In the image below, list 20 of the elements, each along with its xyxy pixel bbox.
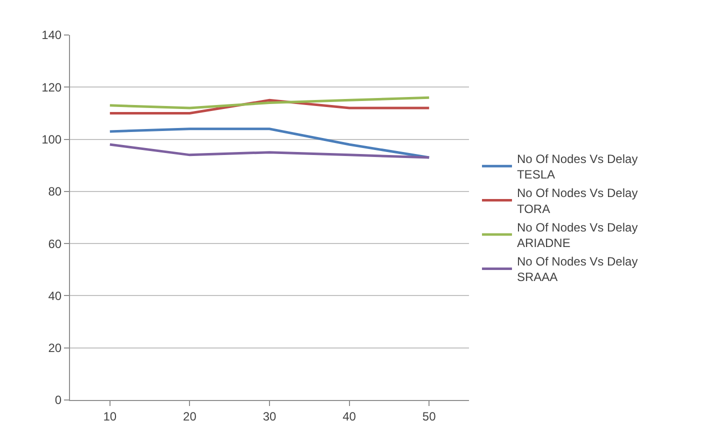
y-tick-label: 120	[42, 80, 62, 94]
x-tick-label: 50	[422, 409, 436, 424]
legend-label: No Of Nodes Vs Delay TESLA	[516, 152, 638, 182]
y-tick-label: 40	[48, 288, 62, 303]
y-tick-label: 0	[54, 393, 62, 408]
line-series	[108, 143, 430, 159]
legend-label: No Of Nodes Vs Delay ARIADNE	[516, 220, 638, 250]
x-tick-label: 10	[103, 409, 117, 424]
x-tick-label: 40	[342, 409, 356, 424]
y-tick-label: 80	[48, 184, 62, 199]
x-tick-label: 30	[262, 409, 276, 424]
line-series	[108, 96, 430, 110]
legend-label: No Of Nodes Vs Delay TORA	[516, 186, 638, 216]
legend-label: No Of Nodes Vs Delay SRAAA	[516, 254, 638, 284]
y-tick-label: 60	[48, 236, 62, 251]
y-tick-label: 140	[42, 28, 62, 42]
y-tick-label: 100	[42, 132, 62, 146]
x-tick-label: 20	[183, 409, 197, 424]
line-series	[108, 128, 430, 159]
y-tick-label: 20	[48, 341, 62, 356]
